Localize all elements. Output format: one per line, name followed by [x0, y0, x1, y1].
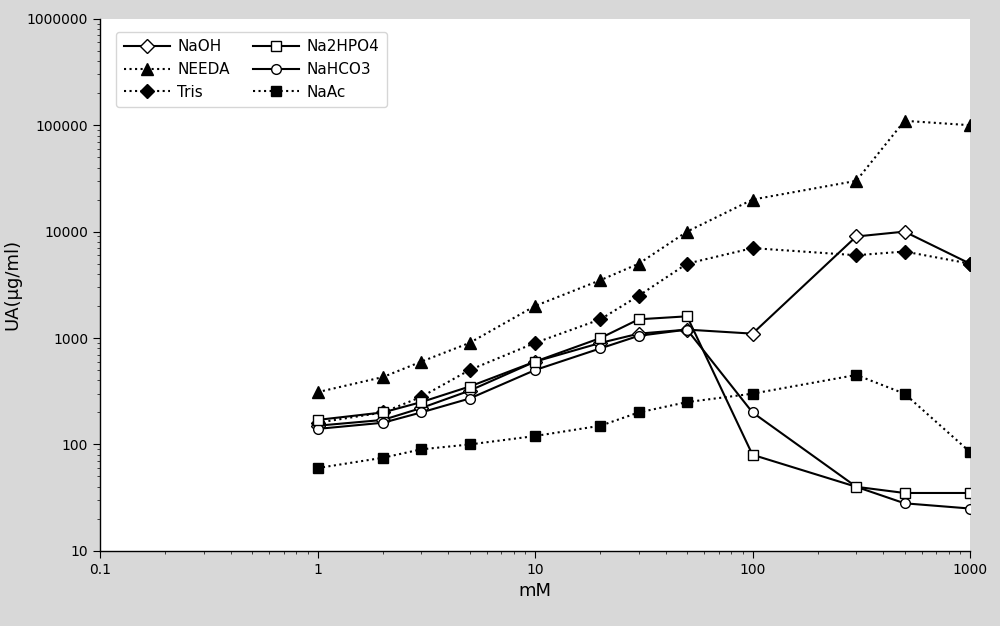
- Line: Tris: Tris: [313, 244, 975, 428]
- Y-axis label: UA(μg/ml): UA(μg/ml): [3, 239, 21, 331]
- NaAc: [312, 464, 324, 472]
- Na2HPO4: [850, 483, 862, 491]
- NaAc: [377, 454, 389, 461]
- NEEDA: [464, 339, 476, 347]
- Na2HPO4: [464, 383, 476, 391]
- NaHCO3: [899, 500, 911, 507]
- NaOH: [964, 260, 976, 267]
- NaHCO3: [850, 483, 862, 491]
- Line: NaOH: NaOH: [313, 227, 975, 431]
- NaHCO3: [377, 419, 389, 426]
- Na2HPO4: [899, 490, 911, 497]
- NEEDA: [312, 388, 324, 396]
- NEEDA: [850, 177, 862, 185]
- NaAc: [464, 441, 476, 448]
- NaHCO3: [529, 366, 541, 374]
- NaOH: [594, 339, 606, 347]
- Na2HPO4: [746, 451, 759, 458]
- NEEDA: [594, 277, 606, 284]
- Tris: [529, 339, 541, 347]
- NaHCO3: [594, 344, 606, 352]
- Tris: [415, 393, 427, 401]
- NaAc: [746, 390, 759, 398]
- NaAc: [594, 422, 606, 429]
- Na2HPO4: [415, 398, 427, 406]
- NaOH: [529, 358, 541, 366]
- NEEDA: [964, 121, 976, 129]
- NaOH: [415, 404, 427, 412]
- Na2HPO4: [681, 312, 693, 320]
- NaHCO3: [464, 395, 476, 403]
- NEEDA: [633, 260, 645, 267]
- Tris: [964, 260, 976, 267]
- Tris: [746, 244, 759, 252]
- Tris: [899, 248, 911, 255]
- NEEDA: [377, 373, 389, 381]
- NaAc: [850, 371, 862, 379]
- Na2HPO4: [594, 334, 606, 342]
- Tris: [594, 316, 606, 323]
- Tris: [464, 366, 476, 374]
- Tris: [312, 419, 324, 426]
- NaOH: [377, 416, 389, 424]
- NaOH: [633, 330, 645, 337]
- Na2HPO4: [529, 358, 541, 366]
- Tris: [850, 252, 862, 259]
- Na2HPO4: [312, 416, 324, 424]
- NaHCO3: [746, 409, 759, 416]
- Tris: [633, 292, 645, 299]
- Na2HPO4: [964, 490, 976, 497]
- NEEDA: [681, 228, 693, 235]
- NaOH: [464, 387, 476, 394]
- NaHCO3: [633, 332, 645, 339]
- Na2HPO4: [377, 409, 389, 416]
- Line: Na2HPO4: Na2HPO4: [313, 312, 975, 498]
- Line: NEEDA: NEEDA: [312, 115, 976, 398]
- NEEDA: [415, 358, 427, 366]
- NaAc: [964, 448, 976, 456]
- NaAc: [529, 433, 541, 440]
- NaOH: [312, 422, 324, 429]
- NEEDA: [529, 302, 541, 310]
- NaHCO3: [964, 505, 976, 512]
- NaHCO3: [312, 425, 324, 433]
- NaAc: [415, 446, 427, 453]
- NEEDA: [746, 196, 759, 203]
- NaOH: [899, 228, 911, 235]
- NEEDA: [899, 117, 911, 125]
- NaHCO3: [681, 326, 693, 334]
- NaOH: [681, 326, 693, 334]
- Legend: NaOH, NEEDA, Tris, Na2HPO4, NaHCO3, NaAc: NaOH, NEEDA, Tris, Na2HPO4, NaHCO3, NaAc: [116, 32, 387, 107]
- X-axis label: mM: mM: [518, 582, 552, 600]
- Tris: [681, 260, 693, 267]
- Na2HPO4: [633, 316, 645, 323]
- Line: NaAc: NaAc: [313, 370, 975, 473]
- NaOH: [850, 233, 862, 240]
- NaOH: [746, 330, 759, 337]
- NaHCO3: [415, 409, 427, 416]
- Line: NaHCO3: NaHCO3: [313, 325, 975, 513]
- NaAc: [681, 398, 693, 406]
- NaAc: [899, 390, 911, 398]
- NaAc: [633, 409, 645, 416]
- Tris: [377, 409, 389, 416]
